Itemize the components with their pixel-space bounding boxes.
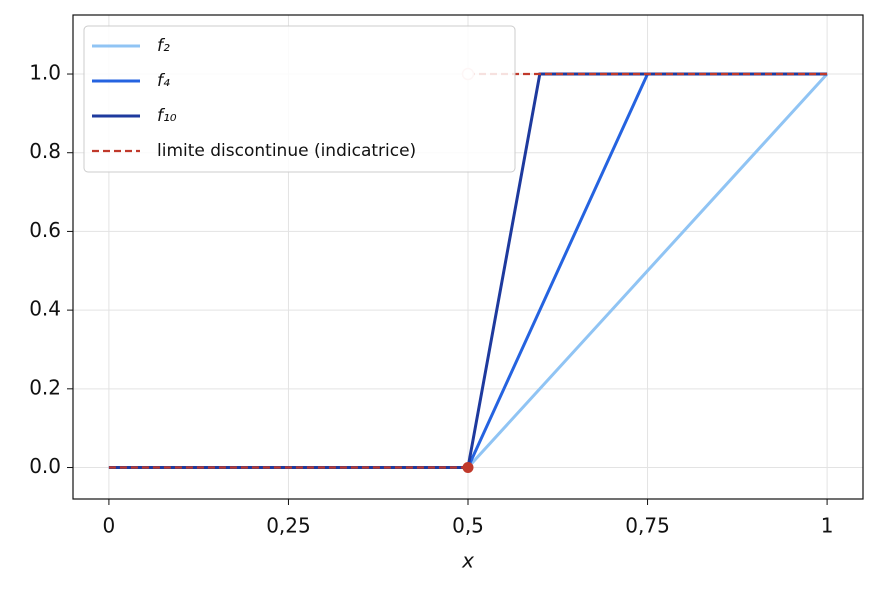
- legend-label: f₂: [157, 36, 170, 56]
- x-axis-label: x: [461, 549, 474, 573]
- x-tick-label: 0,75: [625, 514, 670, 538]
- y-tick-label: 1.0: [29, 61, 61, 85]
- closed-point: [462, 462, 474, 474]
- y-tick-label: 0.0: [29, 454, 61, 478]
- x-tick-label: 1: [821, 514, 834, 538]
- y-tick-label: 0.4: [29, 297, 61, 321]
- y-tick-label: 0.8: [29, 139, 61, 163]
- legend: f₂ f₄ f₁₀ limite discontinue (indicatrice): [83, 25, 516, 173]
- y-tick-label: 0.2: [29, 375, 61, 399]
- x-tick-label: 0,25: [266, 514, 311, 538]
- y-tick-label: 0.6: [29, 218, 61, 242]
- x-tick-label: 0: [103, 514, 116, 538]
- legend-box: [83, 25, 516, 173]
- series-line: [108, 72, 828, 469]
- legend-label: limite discontinue (indicatrice): [157, 141, 416, 161]
- legend-label: f₁₀: [157, 106, 177, 126]
- plot-frame: [72, 14, 864, 500]
- legend-label: f₄: [157, 71, 170, 91]
- x-tick-label: 0,5: [452, 514, 484, 538]
